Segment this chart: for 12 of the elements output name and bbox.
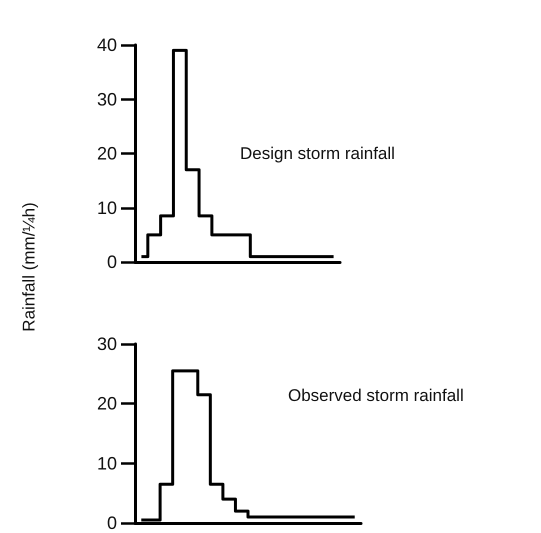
y-tick-label: 10 xyxy=(96,453,117,474)
y-tick-label: 30 xyxy=(96,89,117,110)
y-tick-label: 30 xyxy=(96,334,117,354)
annotation: Design storm rainfall xyxy=(240,144,395,163)
y-tick-label: 40 xyxy=(96,35,117,55)
y-tick-label: 0 xyxy=(106,513,117,533)
y-axis-title: Rainfall (mm/¼h) xyxy=(20,202,40,332)
annotation: Observed storm rainfall xyxy=(288,386,464,405)
y-tick-label: 20 xyxy=(96,394,117,414)
y-tick-label: 20 xyxy=(96,144,117,164)
y-tick-label: 0 xyxy=(106,252,117,272)
y-tick-label: 10 xyxy=(96,198,117,218)
